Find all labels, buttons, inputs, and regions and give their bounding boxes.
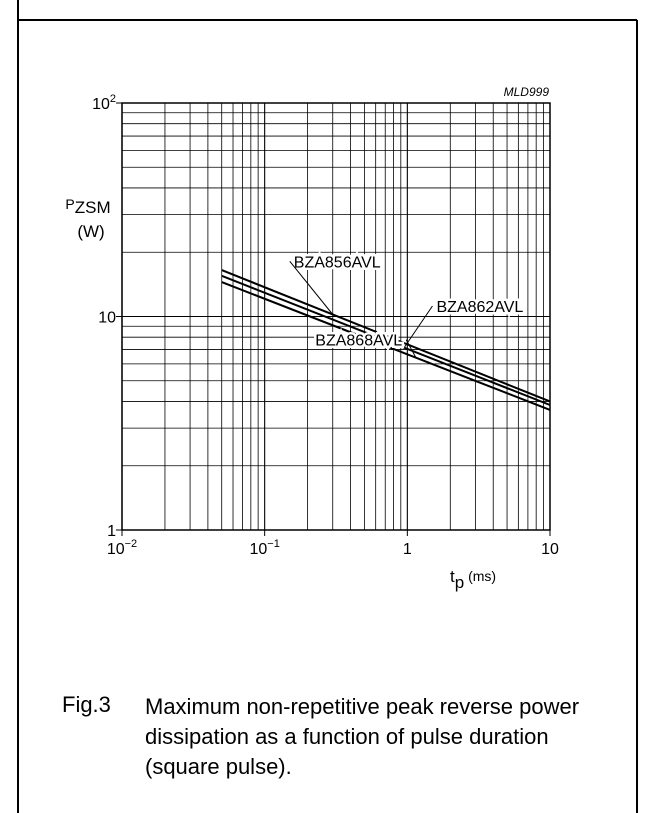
- x-tick-label-exp: −2: [125, 538, 138, 550]
- x-tick-label: 1: [403, 541, 412, 558]
- x-tick-label: 10−1: [249, 538, 279, 558]
- series-layer: [221, 269, 551, 411]
- y-axis-unit: (W): [77, 222, 104, 241]
- x-axis-title: tp (ms): [450, 567, 496, 592]
- x-axis-title-unit: (ms): [464, 568, 496, 584]
- x-tick-label-base: 10: [107, 541, 125, 558]
- x-axis-title-main: t: [450, 567, 455, 586]
- y-axis-title-main: P: [65, 196, 74, 212]
- x-tick-label: 10: [541, 541, 559, 558]
- y-axis-title-sub: ZSM: [75, 198, 111, 217]
- y-tick-label: 10: [98, 310, 116, 327]
- y-tick-label-base: 10: [92, 96, 110, 113]
- x-axis-title-sub: p: [455, 573, 464, 592]
- x-tick-label-exp: −1: [267, 538, 280, 550]
- y-tick-label: 102: [92, 93, 116, 113]
- series-label: BZA856AVL: [294, 254, 381, 271]
- x-tick-label: 10−2: [107, 538, 137, 558]
- x-tick-label-base: 10: [249, 541, 267, 558]
- series-line-BZA862AVL: [221, 274, 551, 406]
- series-label: BZA862AVL: [436, 299, 523, 316]
- x-tick-label-base: 10: [541, 541, 559, 558]
- series-leader-line: [405, 339, 417, 358]
- series-leader-line: [289, 260, 334, 315]
- series-line-BZA856AVL: [221, 269, 551, 403]
- labels-layer: 10−2 10−1 1 10110102BZA856AVLBZA862AVLBZA86…: [92, 93, 559, 558]
- y-tick-label-base: 10: [98, 310, 116, 327]
- y-axis-title: PZSM: [65, 196, 110, 217]
- y-tick-label: 1: [107, 523, 116, 540]
- y-tick-label-base: 1: [107, 523, 116, 540]
- y-tick-label-exp: 2: [110, 93, 116, 105]
- figure-code: MLD999: [504, 85, 550, 99]
- caption-text: Maximum non-repetitive peak reverse powe…: [145, 694, 580, 779]
- caption-label: Fig.3: [62, 692, 111, 717]
- plot-area: [121, 102, 551, 531]
- series-label: BZA868AVL: [315, 333, 402, 350]
- x-tick-label-base: 1: [403, 541, 412, 558]
- series-line-BZA868AVL: [221, 281, 551, 411]
- series-leader-line: [403, 305, 433, 348]
